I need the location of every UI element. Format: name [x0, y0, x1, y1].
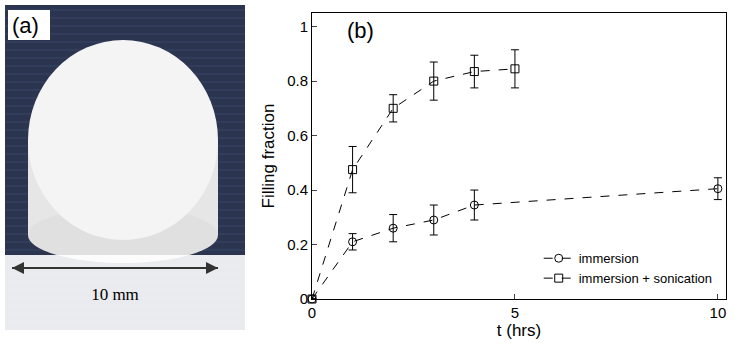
- svg-text:0.6: 0.6: [287, 127, 308, 144]
- svg-text:10 mm: 10 mm: [91, 285, 139, 304]
- svg-text:0: 0: [308, 304, 316, 321]
- svg-text:0: 0: [300, 290, 308, 307]
- svg-text:1: 1: [300, 18, 308, 35]
- svg-text:0.4: 0.4: [287, 181, 308, 198]
- svg-text:0.2: 0.2: [287, 236, 308, 253]
- svg-text:t (hrs): t (hrs): [497, 321, 541, 340]
- svg-text:10: 10: [710, 304, 727, 321]
- svg-text:0.8: 0.8: [287, 72, 308, 89]
- svg-text:(a): (a): [12, 13, 39, 38]
- svg-text:immersion + sonication: immersion + sonication: [579, 271, 712, 286]
- svg-text:immersion: immersion: [579, 251, 639, 266]
- svg-text:Filling fraction: Filling fraction: [259, 104, 278, 209]
- svg-text:(b): (b): [347, 18, 374, 43]
- svg-text:5: 5: [511, 304, 519, 321]
